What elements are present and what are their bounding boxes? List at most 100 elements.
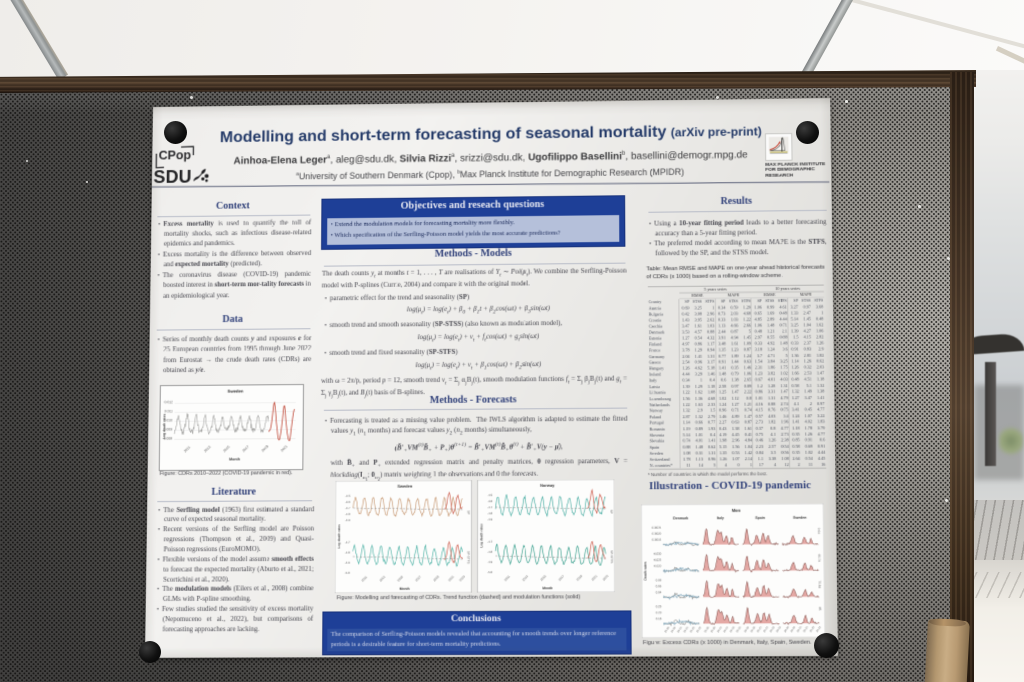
svg-text:0.0016: 0.0016 bbox=[652, 537, 662, 541]
svg-text:0.012: 0.012 bbox=[164, 400, 173, 404]
svg-text:20-20: 20-20 bbox=[710, 625, 717, 633]
svg-text:Log death rates: Log death rates bbox=[479, 523, 483, 547]
svg-text:20-22: 20-22 bbox=[689, 625, 696, 633]
svg-text:-5.0: -5.0 bbox=[487, 570, 493, 574]
svg-text:2021: 2021 bbox=[591, 574, 599, 582]
svg-text:-4.9: -4.9 bbox=[487, 560, 493, 564]
svg-text:0.08: 0.08 bbox=[656, 577, 662, 581]
svg-text:20-22: 20-22 bbox=[736, 625, 743, 633]
svg-text:Month: Month bbox=[542, 586, 552, 590]
svg-text:2013: 2013 bbox=[378, 575, 386, 583]
svg-text:Log death rates: Log death rates bbox=[337, 524, 341, 548]
svg-text:SP: SP bbox=[609, 510, 613, 514]
svg-text:Month: Month bbox=[229, 457, 240, 461]
svg-text:-4.8: -4.8 bbox=[345, 512, 351, 516]
svg-text:20-21: 20-21 bbox=[803, 625, 810, 633]
svg-text:20-22: 20-22 bbox=[729, 625, 736, 633]
svg-text:-4.9: -4.9 bbox=[487, 517, 493, 521]
svg-text:2019: 2019 bbox=[575, 574, 583, 582]
svg-text:0.020: 0.020 bbox=[654, 563, 662, 567]
svg-text:-4.7: -4.7 bbox=[345, 540, 351, 544]
svg-text:20-21: 20-21 bbox=[756, 625, 763, 633]
svg-text:-4.9: -4.9 bbox=[345, 561, 351, 565]
svg-text:Sweden: Sweden bbox=[793, 515, 807, 519]
svg-text:Month: Month bbox=[399, 587, 409, 591]
svg-text:20-20: 20-20 bbox=[750, 625, 757, 633]
svg-text:0.008: 0.008 bbox=[164, 436, 173, 440]
svg-text:2013: 2013 bbox=[521, 574, 529, 582]
svg-text:2021: 2021 bbox=[280, 444, 288, 452]
svg-text:2023: 2023 bbox=[602, 574, 610, 582]
svg-text:-4.6: -4.6 bbox=[487, 499, 493, 503]
svg-text:Norway: Norway bbox=[540, 484, 555, 488]
svg-text:Denmark: Denmark bbox=[673, 516, 688, 520]
svg-text:2023: 2023 bbox=[458, 574, 466, 582]
svg-text:-4.8: -4.8 bbox=[487, 511, 493, 515]
svg-text:Log death rates: Log death rates bbox=[162, 414, 166, 440]
svg-text:2011: 2011 bbox=[503, 574, 511, 582]
svg-text:-4.5: -4.5 bbox=[487, 493, 493, 497]
svg-text:-5.0: -5.0 bbox=[345, 571, 351, 575]
svg-text:Death rates: Death rates bbox=[643, 561, 647, 580]
svg-text:20-21: 20-21 bbox=[717, 625, 724, 633]
svg-text:20-22: 20-22 bbox=[776, 625, 783, 633]
svg-text:-4.6: -4.6 bbox=[345, 500, 351, 504]
svg-text:SP: SP bbox=[467, 510, 471, 514]
svg-text:0.25: 0.25 bbox=[656, 604, 662, 608]
svg-text:2019: 2019 bbox=[432, 574, 440, 582]
svg-text:0.030: 0.030 bbox=[654, 551, 662, 555]
svg-text:0.16: 0.16 bbox=[656, 616, 662, 620]
svg-text:SP-STFS: SP-STFS bbox=[610, 550, 614, 563]
svg-text:0.0024: 0.0024 bbox=[652, 525, 662, 529]
svg-text:20-22: 20-22 bbox=[769, 625, 776, 633]
svg-text:0.06: 0.06 bbox=[656, 584, 662, 588]
svg-text:Spain: Spain bbox=[755, 515, 765, 519]
svg-text:20-22: 20-22 bbox=[696, 625, 703, 633]
svg-text:2013: 2013 bbox=[203, 445, 211, 453]
svg-text:20-21: 20-21 bbox=[677, 625, 684, 633]
svg-text:20-20: 20-20 bbox=[670, 625, 677, 633]
svg-text:20-20: 20-20 bbox=[744, 625, 751, 633]
svg-text:75-84: 75-84 bbox=[818, 580, 822, 588]
svg-text:20-21: 20-21 bbox=[683, 625, 690, 633]
svg-text:-4.9: -4.9 bbox=[345, 518, 351, 522]
svg-text:2015: 2015 bbox=[222, 445, 230, 453]
svg-text:0-64: 0-64 bbox=[817, 527, 821, 534]
svg-text:2017: 2017 bbox=[242, 445, 250, 453]
svg-text:2011: 2011 bbox=[360, 575, 368, 583]
svg-text:0.0020: 0.0020 bbox=[652, 531, 662, 535]
svg-text:2019: 2019 bbox=[261, 444, 269, 452]
svg-text:-4.7: -4.7 bbox=[487, 505, 493, 509]
svg-text:0.04: 0.04 bbox=[656, 590, 662, 594]
svg-text:-4.8: -4.8 bbox=[487, 550, 493, 554]
svg-text:0.025: 0.025 bbox=[654, 557, 662, 561]
svg-text:65-74: 65-74 bbox=[817, 554, 821, 562]
svg-text:20-21: 20-21 bbox=[796, 625, 803, 633]
svg-text:-4.7: -4.7 bbox=[487, 540, 493, 544]
svg-text:0.20: 0.20 bbox=[656, 610, 662, 614]
svg-text:20-20: 20-20 bbox=[664, 625, 671, 633]
svg-text:Sweden: Sweden bbox=[227, 388, 244, 393]
svg-text:2017: 2017 bbox=[557, 574, 565, 582]
svg-text:2017: 2017 bbox=[414, 574, 422, 582]
svg-text:-4.5: -4.5 bbox=[345, 494, 351, 498]
svg-text:Sweden: Sweden bbox=[397, 484, 413, 488]
svg-text:2011: 2011 bbox=[183, 445, 191, 453]
svg-text:20-22: 20-22 bbox=[816, 625, 823, 633]
svg-text:0.011: 0.011 bbox=[164, 409, 172, 413]
svg-text:20-22: 20-22 bbox=[809, 625, 816, 633]
svg-text:0.009: 0.009 bbox=[164, 427, 173, 431]
svg-text:20-20: 20-20 bbox=[704, 625, 711, 633]
svg-text:20-20: 20-20 bbox=[784, 625, 791, 633]
svg-text:Men: Men bbox=[732, 507, 741, 512]
svg-text:2015: 2015 bbox=[396, 574, 404, 582]
svg-text:0.010: 0.010 bbox=[164, 418, 173, 422]
svg-text:2021: 2021 bbox=[447, 574, 455, 582]
svg-text:20-21: 20-21 bbox=[723, 625, 730, 633]
svg-text:85: 85 bbox=[818, 606, 822, 610]
svg-text:20-20: 20-20 bbox=[790, 625, 797, 633]
svg-text:20-21: 20-21 bbox=[763, 625, 770, 633]
svg-text:-4.8: -4.8 bbox=[345, 550, 351, 554]
svg-text:-4.7: -4.7 bbox=[345, 506, 351, 510]
svg-text:SP-STFS: SP-STFS bbox=[466, 551, 470, 564]
